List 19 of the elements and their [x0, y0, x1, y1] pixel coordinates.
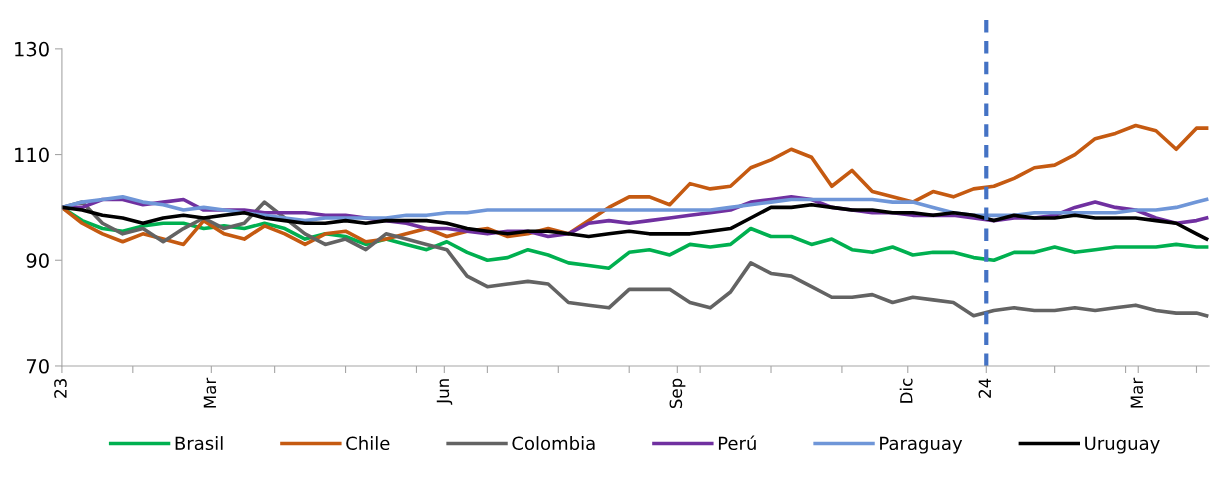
y-tick-label: 130 — [15, 41, 49, 57]
line-series — [61, 202, 1209, 241]
legend-label: Brasil — [175, 436, 223, 451]
line-series — [61, 195, 1209, 223]
legend-label: Perú — [718, 435, 756, 451]
x-tick-label: Mar — [203, 377, 217, 408]
x-tick-label: 23 — [54, 379, 67, 398]
y-tick-label: 110 — [15, 147, 49, 163]
x-tick-label: Dic — [899, 378, 913, 403]
x-tick-label: Mar — [1130, 377, 1144, 408]
x-tick-label: 24 — [978, 378, 991, 398]
legend-label: Uruguay — [1085, 436, 1160, 454]
x-tick-label: Jun — [436, 379, 453, 405]
legend-label: Chile — [346, 436, 390, 451]
legend-label: Paraguay — [880, 436, 963, 454]
y-tick-label: 90 — [26, 253, 49, 268]
legend-label: Colombia — [512, 436, 595, 451]
y-tick-label: 70 — [26, 358, 49, 374]
x-tick-label: Sep — [669, 378, 686, 409]
